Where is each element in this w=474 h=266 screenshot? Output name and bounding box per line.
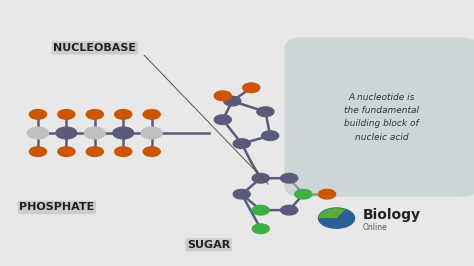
Circle shape: [281, 173, 298, 183]
Circle shape: [319, 189, 336, 199]
Circle shape: [143, 110, 160, 119]
Circle shape: [224, 96, 241, 106]
Circle shape: [86, 147, 103, 156]
Text: A nucleotide is
the fundamental
building block of
nucleic acid: A nucleotide is the fundamental building…: [344, 93, 419, 142]
Circle shape: [262, 131, 279, 140]
Circle shape: [58, 110, 75, 119]
Circle shape: [243, 83, 260, 93]
Circle shape: [295, 189, 312, 199]
Circle shape: [29, 147, 46, 156]
Circle shape: [214, 91, 231, 101]
Wedge shape: [319, 208, 346, 218]
Circle shape: [58, 147, 75, 156]
Circle shape: [319, 208, 355, 228]
Text: PHOSPHATE: PHOSPHATE: [19, 202, 94, 213]
Circle shape: [143, 147, 160, 156]
Text: SUGAR: SUGAR: [187, 240, 230, 250]
Circle shape: [27, 127, 48, 139]
FancyBboxPatch shape: [284, 37, 474, 197]
Circle shape: [252, 205, 269, 215]
Circle shape: [56, 127, 77, 139]
Circle shape: [115, 110, 132, 119]
Circle shape: [233, 189, 250, 199]
Text: NUCLEOBASE: NUCLEOBASE: [53, 43, 137, 53]
Text: Online: Online: [363, 223, 387, 232]
Circle shape: [115, 147, 132, 156]
Text: Biology: Biology: [363, 209, 420, 222]
Circle shape: [233, 139, 250, 148]
Circle shape: [281, 205, 298, 215]
Circle shape: [113, 127, 134, 139]
Circle shape: [214, 115, 231, 124]
Circle shape: [252, 173, 269, 183]
Circle shape: [141, 127, 162, 139]
Circle shape: [84, 127, 105, 139]
Circle shape: [86, 110, 103, 119]
Circle shape: [252, 224, 269, 234]
Circle shape: [257, 107, 274, 117]
Circle shape: [29, 110, 46, 119]
